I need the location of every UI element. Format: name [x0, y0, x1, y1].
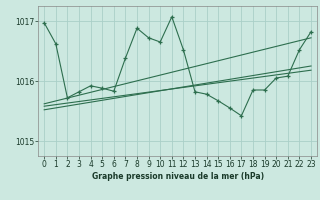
X-axis label: Graphe pression niveau de la mer (hPa): Graphe pression niveau de la mer (hPa): [92, 172, 264, 181]
